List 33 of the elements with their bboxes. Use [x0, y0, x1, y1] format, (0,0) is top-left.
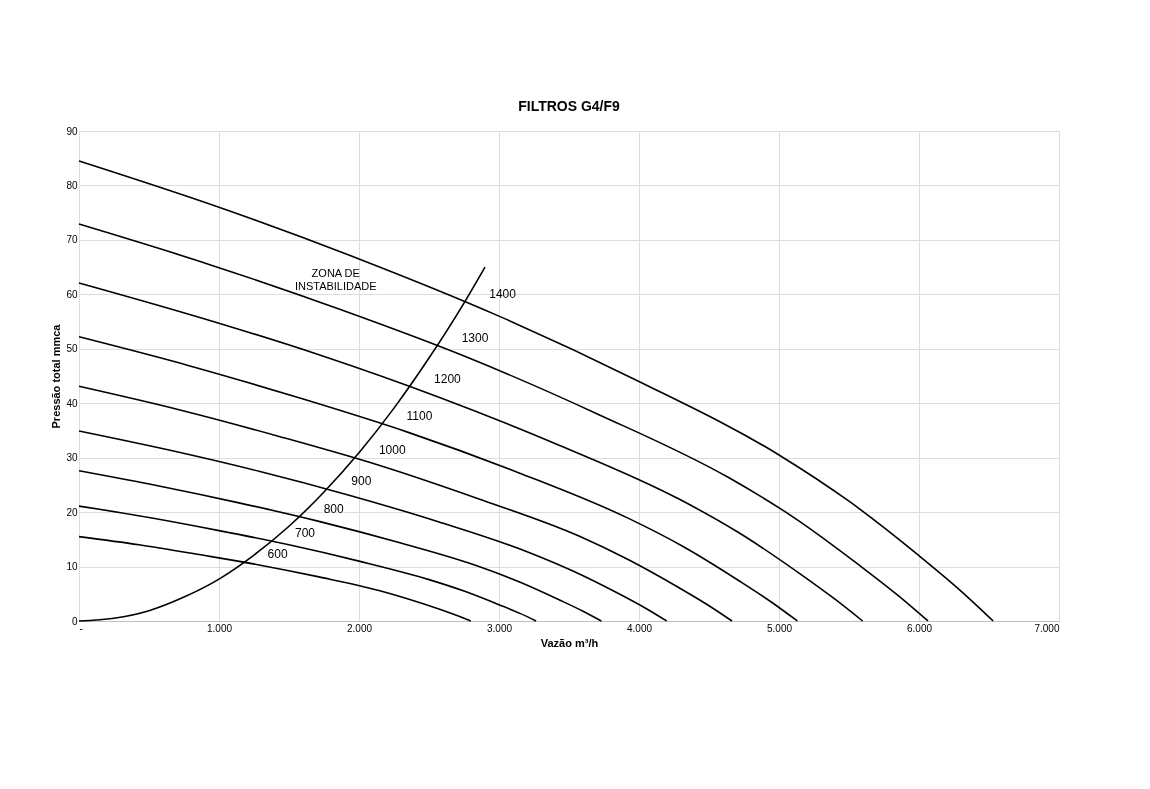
y-tick-label: 90 — [66, 125, 78, 137]
x-tick-label: 3.000 — [486, 622, 513, 634]
series-label: 900 — [351, 474, 372, 489]
x-tick-label: - — [79, 622, 83, 634]
x-tick-label: 7.000 — [1034, 622, 1060, 634]
series-label: 600 — [267, 547, 288, 562]
y-tick-label: 20 — [66, 506, 78, 518]
x-axis-title: Vazão m³/h — [540, 636, 599, 649]
series-label: 1000 — [378, 443, 406, 458]
y-tick-label: 10 — [66, 561, 78, 573]
y-tick-label: 50 — [66, 343, 78, 355]
y-tick-label: 30 — [66, 452, 78, 464]
line-series — [78, 160, 994, 622]
x-tick-label: 1.000 — [206, 622, 233, 634]
series-label: 700 — [294, 526, 316, 541]
x-tick-label: 2.000 — [346, 622, 373, 634]
series-label: 1100 — [406, 409, 433, 424]
x-tick-label: 6.000 — [906, 622, 933, 634]
series-label: 800 — [323, 501, 345, 516]
series-label: 1300 — [461, 331, 489, 346]
annotation: ZONA DE INSTABILIDADE — [294, 267, 377, 293]
x-tick-label: 4.000 — [626, 622, 653, 634]
x-tick-label: 5.000 — [766, 622, 793, 634]
series-label: 1200 — [434, 372, 462, 387]
y-tick-label: 80 — [66, 179, 78, 191]
y-tick-label: 70 — [66, 234, 78, 246]
line-series — [78, 223, 929, 622]
y-axis-title: Pressão total mmca — [50, 323, 63, 429]
y-tick-label: 0 — [71, 615, 78, 627]
y-tick-label: 40 — [66, 397, 78, 409]
chart-title: FILTROS G4/F9 — [518, 98, 621, 114]
y-tick-label: 60 — [66, 288, 78, 300]
series-label: 1400 — [489, 287, 517, 302]
